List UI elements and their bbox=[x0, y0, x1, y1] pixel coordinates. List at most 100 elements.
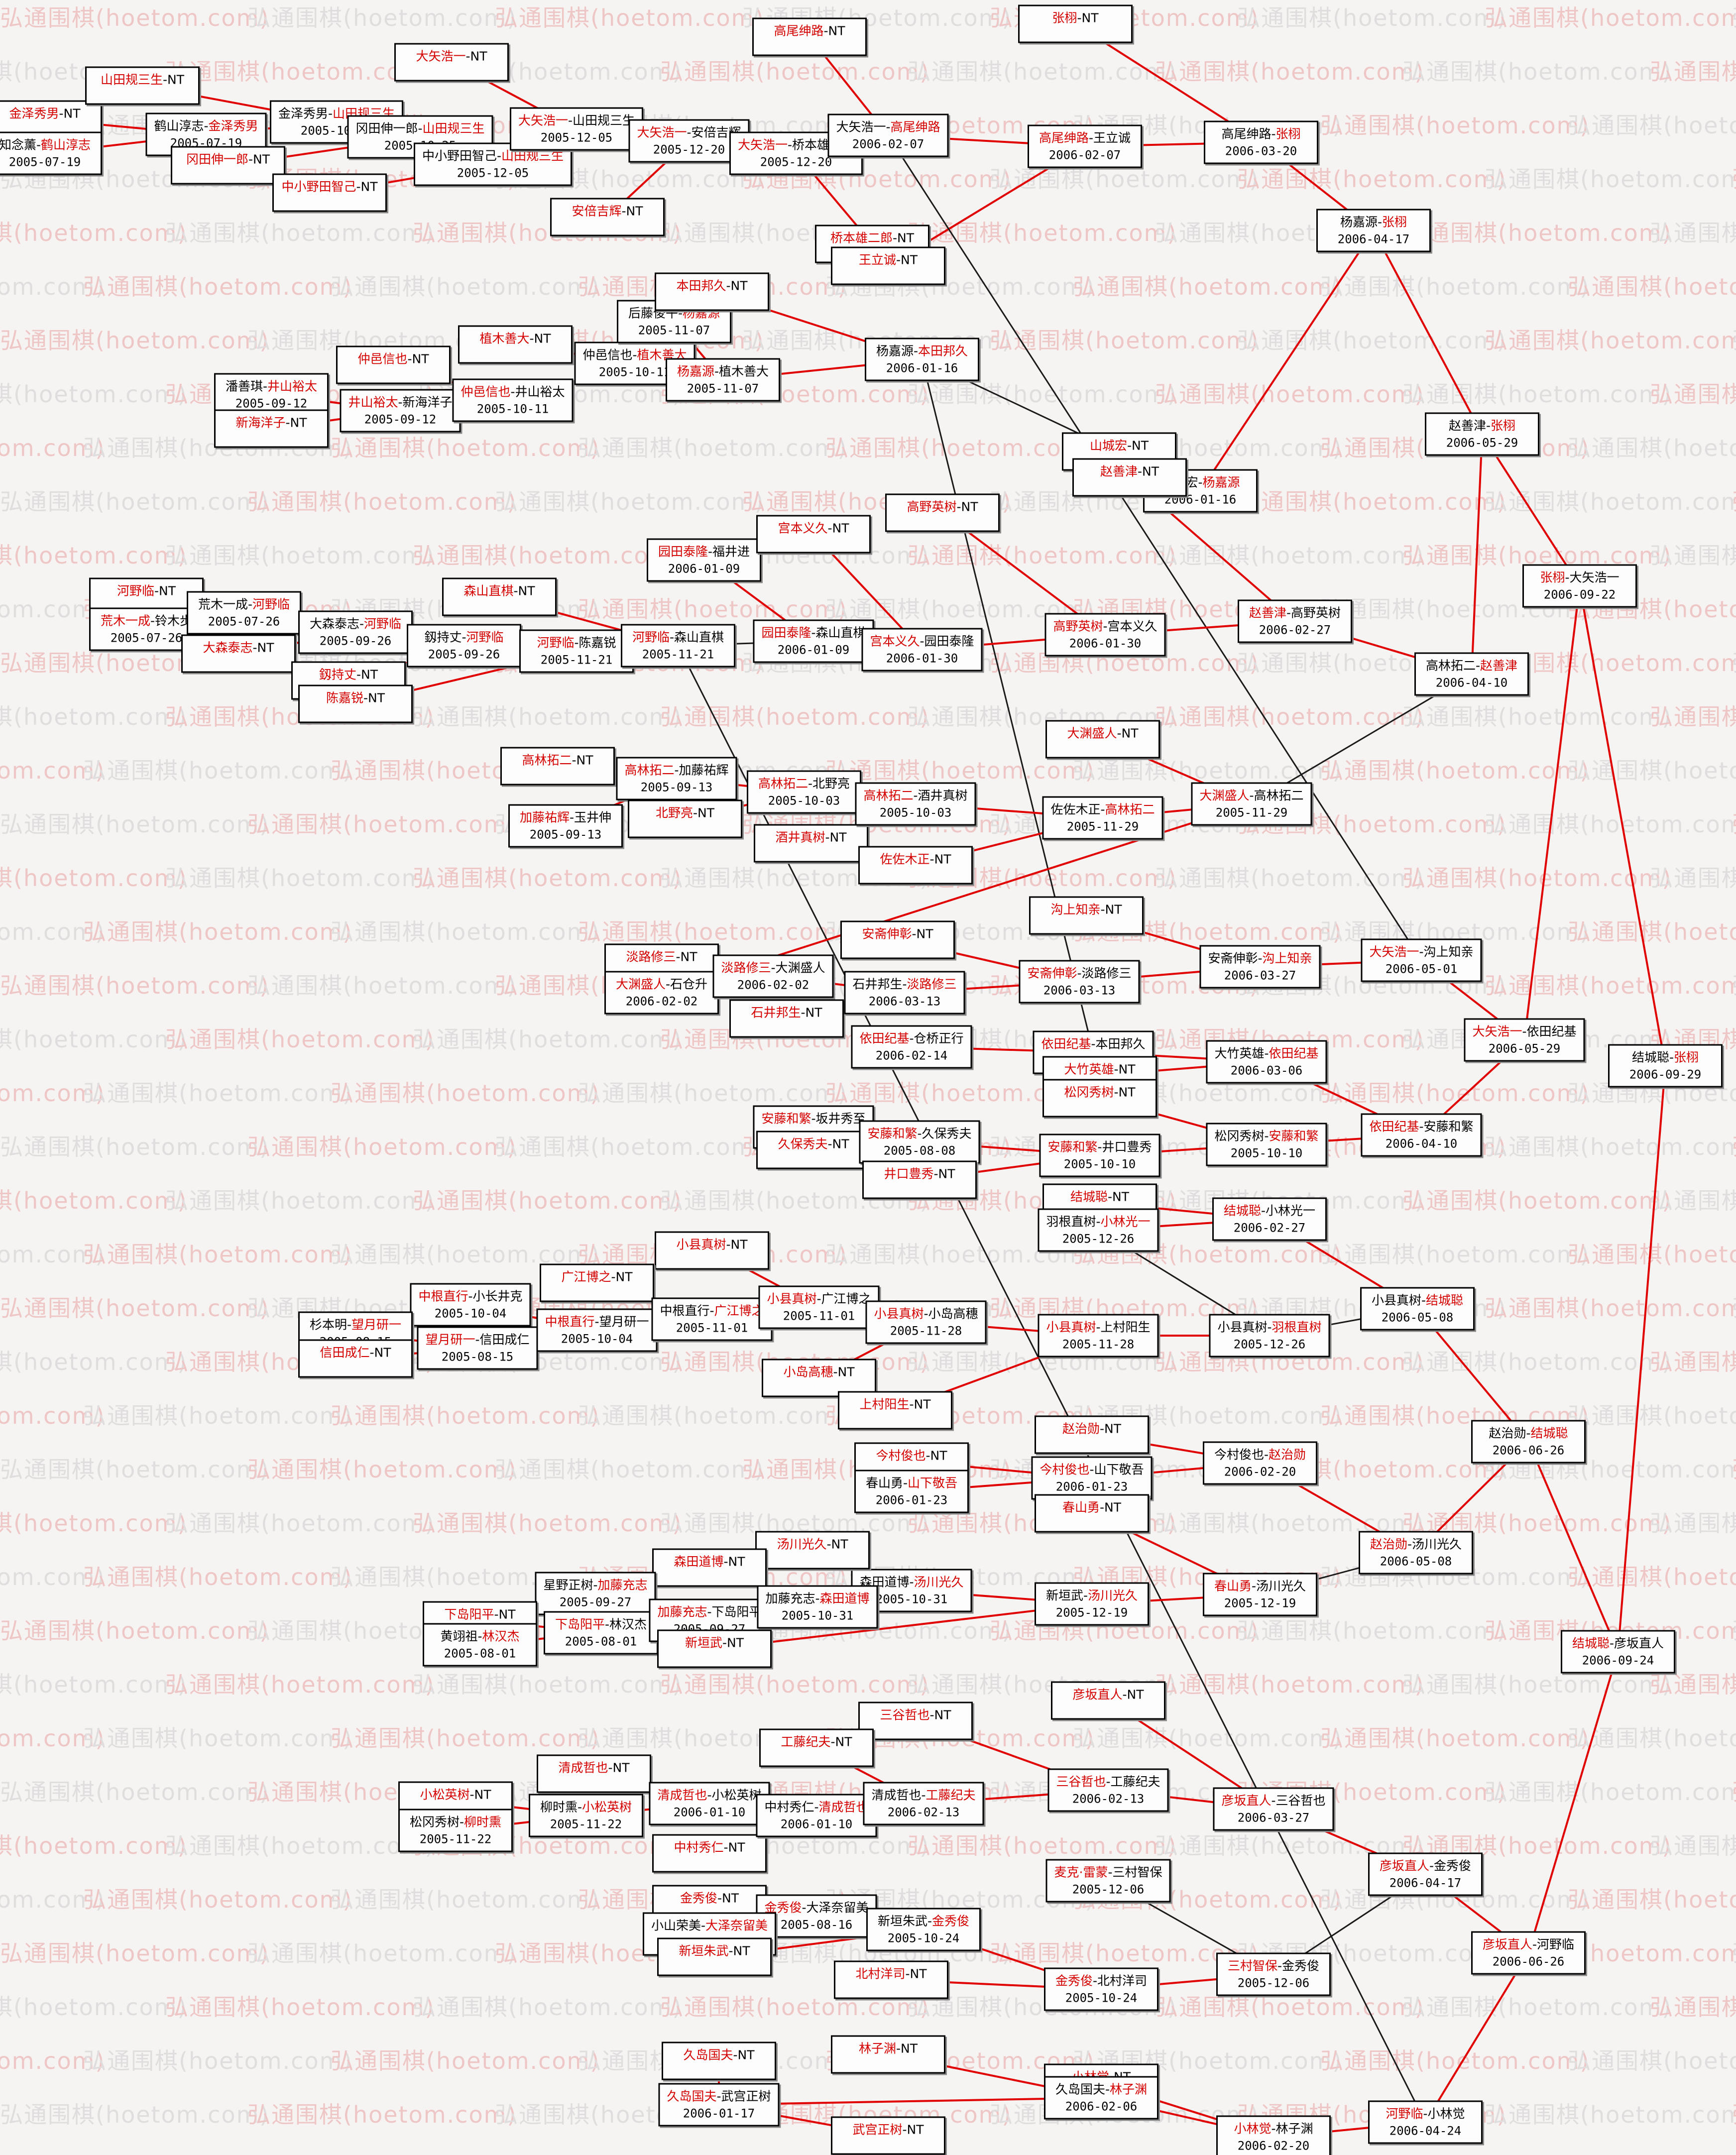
separator: - bbox=[678, 306, 683, 321]
player-name: 张栩 bbox=[1674, 1050, 1699, 1065]
separator: - bbox=[163, 72, 168, 87]
player-name: 新海洋子 bbox=[402, 395, 453, 410]
separator: - bbox=[1106, 1774, 1111, 1789]
watermark-text: 弘通围棋(hoetom.com) bbox=[0, 381, 188, 408]
match-players: 釼持丈-NT bbox=[300, 667, 397, 683]
player-name: 张栩 bbox=[1540, 570, 1565, 585]
separator: - bbox=[1108, 1189, 1113, 1204]
player-name: 张栩 bbox=[1491, 418, 1516, 433]
match-date: 2006-04-10 bbox=[1435, 676, 1508, 690]
player-name: 松冈秀树 bbox=[409, 1815, 460, 1829]
match-players: 新海洋子-NT bbox=[223, 415, 320, 432]
bye-box: 赵治勋-NT bbox=[1035, 1415, 1149, 1454]
player-name: 中根直行 bbox=[418, 1289, 468, 1304]
watermark-text: 弘通围棋(hoetom.com) bbox=[83, 1241, 353, 1268]
bye-box: 佐佐木正-NT bbox=[858, 846, 973, 885]
match-players: 柳时熏-小松英树 bbox=[537, 1799, 635, 1816]
match-players: 春山勇-山下敬吾 bbox=[863, 1475, 960, 1492]
player-name: 大竹英雄 bbox=[1064, 1062, 1114, 1077]
player-name: 安倍吉辉 bbox=[572, 204, 622, 219]
player-name: 中小野田智己 bbox=[422, 148, 497, 163]
match-date: 2005-11-01 bbox=[676, 1321, 748, 1335]
watermark-text: 弘通围棋(hoetom.com) bbox=[908, 542, 1177, 569]
match-players: 安藤和繁-坂井秀至 bbox=[761, 1111, 865, 1128]
player-name: 赵善津 bbox=[1249, 605, 1286, 620]
player-name: 植木善大 bbox=[719, 364, 769, 379]
match-date: 2005-11-07 bbox=[638, 323, 710, 338]
match-players: 三村智保-金秀俊 bbox=[1225, 1958, 1322, 1975]
match-box: 张栩-大矢浩一 2006-09-22 bbox=[1522, 564, 1637, 608]
bye-label: NT bbox=[829, 830, 847, 845]
match-players: 大渊盛人-NT bbox=[1054, 725, 1152, 742]
watermark-text: 弘通围棋(hoetom.com) bbox=[908, 220, 1177, 246]
match-players: 荒木一成-铃木步 bbox=[98, 613, 195, 630]
watermark-text: 弘通围棋(hoetom.com) bbox=[1320, 1080, 1590, 1107]
watermark-text: 弘通围棋(hoetom.com) bbox=[1073, 273, 1343, 300]
match-players: 冈田伸一郎-NT bbox=[179, 151, 277, 168]
match-players: 春山勇-汤川光久 bbox=[1211, 1578, 1309, 1595]
match-date: 2005-11-28 bbox=[1062, 1337, 1135, 1352]
match-players: 加藤充志-下岛阳平 bbox=[657, 1604, 761, 1621]
player-name: 广江博之 bbox=[821, 1291, 871, 1306]
match-box: 高林拓二-北野亮 2005-10-03 bbox=[747, 770, 861, 814]
watermark-text: 弘通围棋(hoetom.com) bbox=[1568, 2047, 1736, 2074]
bye-box: 植木善大-NT bbox=[458, 325, 573, 364]
bye-box: 森山直棋-NT bbox=[442, 577, 557, 616]
player-name: 上村阳生 bbox=[1100, 1320, 1151, 1335]
match-box: 柳时熏-小松英树 2005-11-22 bbox=[529, 1794, 643, 1837]
match-players: 高林拓二-北野亮 bbox=[755, 776, 853, 793]
player-name: 三谷哲也 bbox=[880, 1707, 930, 1722]
match-date: 2005-12-26 bbox=[1062, 1232, 1135, 1246]
match-players: 金秀俊-NT bbox=[661, 1890, 758, 1907]
match-players: 石井邦生-NT bbox=[738, 1005, 835, 1021]
player-name: 金秀俊 bbox=[1055, 1973, 1093, 1988]
watermark-text: 弘通围棋(hoetom.com) bbox=[83, 2047, 353, 2074]
match-date: 2005-11-21 bbox=[540, 653, 613, 667]
match-box: 小县真树-上村阳生 2005-11-28 bbox=[1038, 1314, 1159, 1358]
match-date: 2006-02-20 bbox=[1237, 2139, 1310, 2153]
match-players: 高林拓二-加藤祐辉 bbox=[624, 762, 728, 779]
bye-label: NT bbox=[1132, 438, 1149, 453]
match-box: 石井邦生-淡路修三 2006-03-13 bbox=[844, 971, 965, 1015]
match-players: 彦坂直人-金秀俊 bbox=[1377, 1858, 1474, 1875]
match-box: 仲邑信也-井山裕太 2005-10-11 bbox=[452, 378, 574, 422]
match-box: 大渊盛人-石仓升 2006-02-02 bbox=[604, 971, 719, 1015]
match-box: 加藤祐辉-玉井伸 2005-09-13 bbox=[508, 804, 623, 848]
match-box: 河野临-森山直棋 2005-11-21 bbox=[621, 624, 735, 668]
match-box: 河野临-陈嘉锐 2005-11-21 bbox=[519, 629, 634, 673]
separator: - bbox=[801, 1005, 806, 1020]
player-name: 杨嘉源 bbox=[677, 364, 714, 379]
separator: - bbox=[1198, 475, 1203, 490]
watermark-text: 弘通围棋(hoetom.com) bbox=[1402, 1349, 1672, 1375]
separator: - bbox=[674, 763, 679, 778]
watermark-text: 弘通围棋(hoetom.com) bbox=[1155, 865, 1425, 892]
watermark-text: 弘通围棋(hoetom.com) bbox=[413, 1026, 683, 1053]
player-name: 潘善琪 bbox=[225, 379, 263, 394]
player-name: 汤川光久 bbox=[914, 1575, 964, 1589]
match-date: 2006-03-27 bbox=[1237, 1811, 1310, 1825]
match-date: 2006-02-06 bbox=[1065, 2099, 1138, 2114]
match-date: 2006-05-08 bbox=[1381, 1310, 1454, 1325]
bye-label: NT bbox=[1081, 10, 1099, 25]
match-box: 清成哲也-小松英树 2006-01-10 bbox=[649, 1782, 770, 1825]
player-name: 高林拓二 bbox=[522, 753, 572, 768]
player-name: 高林拓二 bbox=[1254, 788, 1304, 803]
bye-label: NT bbox=[832, 1136, 849, 1151]
watermark-text: 弘通围棋(hoetom.com) bbox=[1237, 166, 1507, 193]
watermark-text: 弘通围棋(hoetom.com) bbox=[0, 703, 188, 730]
player-name: 陈嘉锐 bbox=[579, 635, 616, 650]
bye-label: NT bbox=[907, 2122, 924, 2137]
match-date: 2006-02-27 bbox=[1233, 1221, 1306, 1235]
player-name: 园田泰隆 bbox=[658, 544, 708, 559]
match-box: 知念薰-鹤山淳志 2005-07-19 bbox=[0, 131, 102, 175]
watermark-text: 弘通围棋(hoetom.com) bbox=[1650, 220, 1736, 246]
bye-label: NT bbox=[167, 72, 185, 87]
player-name: 小松英树 bbox=[582, 1800, 632, 1815]
player-name: 加藤祐辉 bbox=[679, 763, 729, 778]
watermark-text: 弘通围棋(hoetom.com) bbox=[1650, 1187, 1736, 1214]
player-name: 沟上知亲 bbox=[1050, 902, 1101, 917]
match-date: 2005-10-11 bbox=[476, 402, 549, 416]
watermark-text: 弘通围棋(hoetom.com) bbox=[0, 972, 270, 999]
watermark-text: 弘通围棋(hoetom.com) bbox=[908, 58, 1177, 85]
separator: - bbox=[1423, 2106, 1428, 2121]
